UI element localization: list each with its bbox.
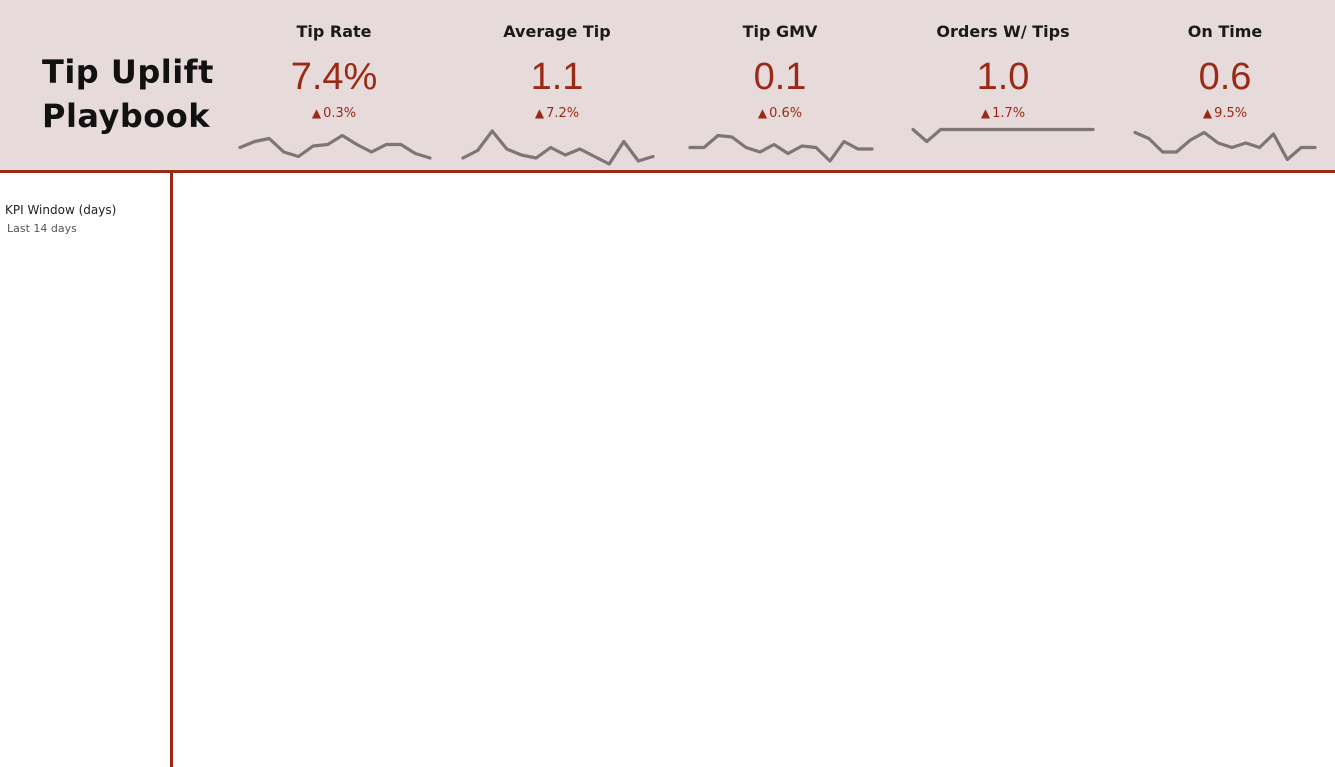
kpi-label: Tip Rate — [296, 22, 372, 41]
kpi-delta: ▲ 0.6% — [680, 106, 880, 121]
kpi-card-tip-rate[interactable]: Tip Rate 7.4% ▲ 0.3% — [234, 0, 434, 170]
sparkline-tip-rate — [238, 133, 432, 160]
kpi-delta: ▲ 0.3% — [234, 106, 434, 121]
kpi-value: 1.0 — [976, 56, 1030, 98]
kpi-card-tip-gmv[interactable]: Tip GMV 0.1 ▲ 0.6% — [680, 0, 880, 170]
kpi-card-average-tip[interactable]: Average Tip 1.1 ▲ 7.2% — [457, 0, 657, 170]
up-triangle-icon: ▲ — [534, 106, 545, 120]
kpi-delta-value: 9.5% — [1214, 106, 1248, 121]
kpi-delta-value: 0.6% — [769, 106, 803, 121]
dashboard-title: Tip Uplift Playbook — [42, 50, 214, 138]
up-triangle-icon: ▲ — [311, 106, 322, 120]
kpi-card-orders-with-tips[interactable]: Orders W/ Tips 1.0 ▲ 1.7% — [903, 0, 1103, 170]
kpi-value: 1.1 — [530, 56, 584, 98]
kpi-value: 0.6 — [1198, 56, 1252, 98]
kpi-label: Average Tip — [503, 22, 611, 41]
up-triangle-icon: ▲ — [980, 106, 991, 120]
title-line-2: Playbook — [42, 97, 211, 135]
sparkline-line — [1133, 130, 1317, 162]
kpi-label: On Time — [1187, 22, 1263, 41]
kpi-delta-value: 7.2% — [546, 106, 580, 121]
sparkline-line — [911, 127, 1095, 144]
title-line-1: Tip Uplift — [42, 53, 214, 91]
kpi-label: Orders W/ Tips — [936, 22, 1070, 41]
sparkline-line — [238, 133, 432, 160]
sparkline-line — [461, 129, 655, 166]
up-triangle-icon: ▲ — [757, 106, 768, 120]
sparkline-line — [688, 133, 874, 163]
kpi-value: 7.4% — [290, 56, 378, 98]
kpi-window-filter[interactable]: Last 14 days — [7, 222, 77, 235]
kpi-delta: ▲ 1.7% — [903, 106, 1103, 121]
sparkline-tip-gmv — [688, 133, 874, 163]
sparkline-on-time — [1133, 130, 1317, 162]
header-banner: Tip Uplift Playbook Tip Rate 7.4% ▲ 0.3% … — [0, 0, 1335, 170]
sidebar-divider — [170, 170, 173, 767]
filter-label: KPI Window (days) — [5, 203, 117, 217]
up-triangle-icon: ▲ — [1202, 106, 1213, 120]
kpi-value: 0.1 — [753, 56, 807, 98]
kpi-delta: ▲ 7.2% — [457, 106, 657, 121]
kpi-delta-value: 0.3% — [323, 106, 357, 121]
kpi-label: Tip GMV — [742, 22, 818, 41]
sparkline-average-tip — [461, 129, 655, 166]
kpi-delta: ▲ 9.5% — [1125, 106, 1325, 121]
header-divider — [0, 170, 1335, 173]
kpi-card-on-time[interactable]: On Time 0.6 ▲ 9.5% — [1125, 0, 1325, 170]
kpi-delta-value: 1.7% — [992, 106, 1026, 121]
sparkline-orders-with-tips — [911, 127, 1095, 144]
